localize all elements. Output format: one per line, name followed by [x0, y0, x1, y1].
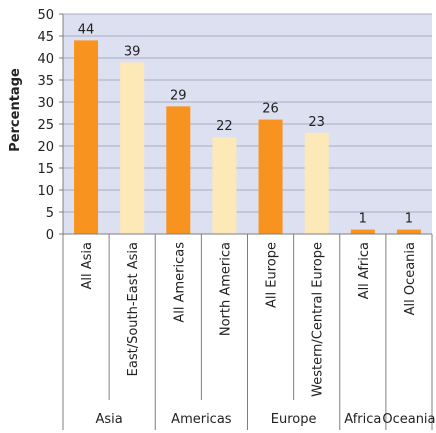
y-tick-label: 30	[37, 96, 54, 111]
y-tick-label: 15	[37, 162, 54, 177]
bar	[166, 106, 191, 234]
category-label: Western/Central Europe	[311, 242, 326, 397]
category-label: East/South-East Asia	[126, 242, 141, 376]
data-labels: 44 39 29 22 26 23 1 1	[78, 22, 413, 226]
y-tick-label: 45	[37, 30, 54, 45]
data-label: 1	[359, 212, 367, 227]
y-tick-label: 35	[37, 74, 54, 89]
data-label: 1	[405, 212, 413, 227]
group-label: Europe	[271, 412, 317, 427]
category-label: All Asia	[80, 242, 95, 290]
group-label: Americas	[171, 412, 232, 427]
data-label: 26	[262, 102, 279, 117]
bar	[304, 132, 329, 234]
data-label: 22	[216, 119, 233, 134]
group-label: Africa	[344, 412, 381, 427]
category-label: All Europe	[265, 242, 280, 308]
y-tick-label: 40	[37, 52, 54, 67]
bars	[74, 40, 421, 235]
data-label: 23	[308, 115, 325, 130]
category-label: All Americas	[172, 242, 187, 323]
y-tick-label: 10	[37, 184, 54, 199]
group-label: Oceania	[382, 412, 435, 427]
category-label: All Africa	[357, 242, 372, 299]
bar	[74, 40, 99, 235]
y-axis-title: Percentage	[8, 68, 23, 152]
bar	[350, 229, 375, 234]
data-label: 39	[124, 44, 141, 59]
y-tick-label: 25	[37, 118, 54, 133]
data-label: 44	[78, 22, 95, 37]
data-label: 29	[170, 88, 187, 103]
y-tick-label: 5	[46, 206, 54, 221]
y-tick-label: 50	[37, 8, 54, 23]
y-tick-label: 0	[46, 228, 54, 243]
bar	[212, 137, 237, 234]
group-label: Asia	[96, 412, 123, 427]
bar	[396, 229, 421, 234]
bar	[258, 119, 283, 234]
y-tick-label: 20	[37, 140, 54, 155]
y-axis: 0 5 10 15 20 25 30 35 40 45 50	[37, 8, 64, 243]
bar	[120, 62, 145, 235]
category-label: North America	[218, 242, 233, 336]
x-axis: All Asia East/South-East Asia All Americas…	[62, 233, 436, 430]
category-label: All Oceania	[403, 242, 418, 315]
